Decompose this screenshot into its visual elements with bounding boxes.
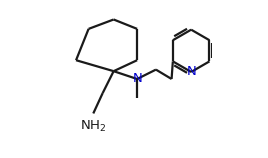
Text: N: N: [132, 72, 142, 85]
Text: N: N: [186, 65, 196, 79]
Text: NH$_2$: NH$_2$: [80, 119, 106, 134]
